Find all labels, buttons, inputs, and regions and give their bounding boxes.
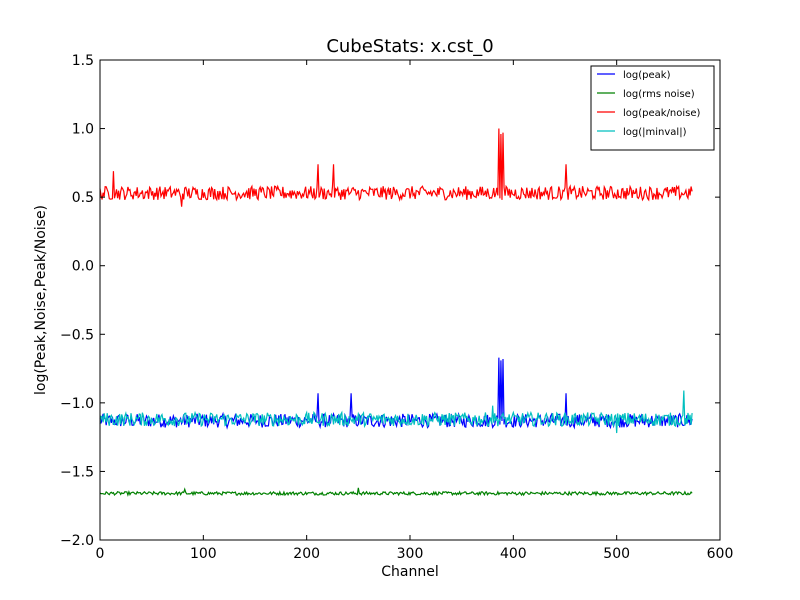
y-tick-label: 0.0 [72,259,94,275]
legend-label: log(|minval|) [623,127,687,138]
series-line-3 [99,390,693,434]
series-layer [99,128,693,497]
y-tick-label: −0.5 [60,327,94,343]
y-tick-label: −1.5 [60,464,94,480]
series-line-1 [99,487,693,497]
ticks-layer: 0 100 200 300 400 500 600 −2.0 −1.5 −1.0 −0.5 0.0 0.… [60,53,733,562]
x-tick-label: 200 [293,546,320,562]
y-tick-label: −2.0 [60,533,94,549]
y-tick-label: 1.0 [72,122,94,138]
y-tick-label: −1.0 [60,396,94,412]
y-tick-label: 1.5 [72,53,94,69]
legend-label: log(peak) [623,70,671,81]
x-tick-label: 400 [500,546,527,562]
chart-title: CubeStats: x.cst_0 [326,36,493,57]
legend: log(peak) log(rms noise) log(peak/noise) lo… [590,65,715,151]
y-tick-label: 0.5 [72,190,94,206]
y-axis-label: log(Peak,Noise,Peak/Noise) [33,205,49,395]
x-axis-label: Channel [381,564,438,580]
series-line-2 [99,128,693,207]
x-tick-label: 300 [397,546,424,562]
x-tick-label: 0 [96,546,105,562]
legend-label: log(peak/noise) [623,108,701,119]
x-tick-label: 100 [190,546,217,562]
series-line-0 [99,357,693,430]
x-tick-label: 500 [603,546,630,562]
x-tick-label: 600 [707,546,734,562]
legend-label: log(rms noise) [623,89,695,100]
legend-box [590,65,715,151]
